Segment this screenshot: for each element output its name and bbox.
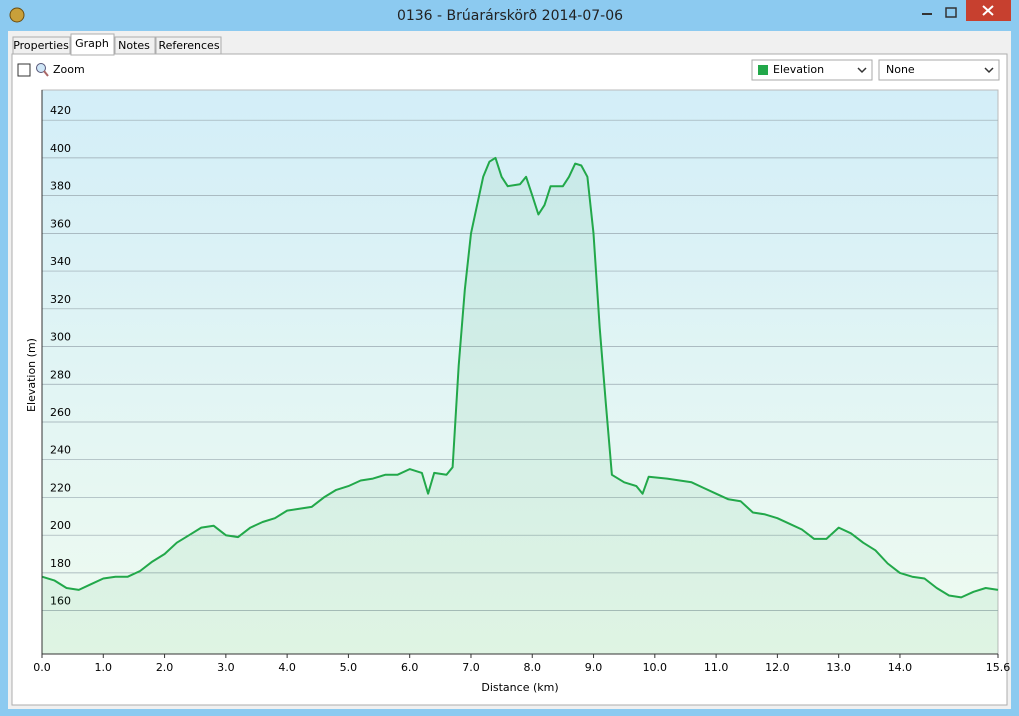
y-tick-label: 180 (50, 557, 71, 570)
y-tick-label: 400 (50, 142, 71, 155)
tab-label: Graph (75, 37, 109, 50)
x-tick-label: 13.0 (826, 661, 851, 674)
area (42, 157, 998, 654)
y-axis-label: Elevation (m) (25, 338, 38, 412)
y-tick-label: 320 (50, 293, 71, 306)
y-tick-label: 280 (50, 368, 71, 381)
y-tick-label: 420 (50, 104, 71, 117)
y-tick-label: 160 (50, 595, 71, 608)
x-tick-label: 9.0 (585, 661, 603, 674)
maximize-button[interactable] (945, 7, 957, 18)
tab-label: Properties (13, 39, 69, 52)
x-axis-label: Distance (km) (481, 681, 558, 694)
app-icon (9, 7, 25, 23)
tab[interactable]: References (155, 36, 222, 55)
line (41, 156, 999, 599)
y-tick-label: 220 (50, 481, 71, 494)
x-tick-label: 8.0 (524, 661, 542, 674)
y-tick-label: 380 (50, 180, 71, 193)
tab[interactable]: Properties (12, 36, 71, 55)
x-tick-label: 11.0 (704, 661, 729, 674)
window-title: 0136 - Brúarárskörð 2014-07-06 (397, 8, 623, 24)
y-tick-label: 300 (50, 331, 71, 344)
zoom-checkbox[interactable] (17, 63, 31, 77)
x-tick-label: 1.0 (95, 661, 113, 674)
x-tick-label: 5.0 (340, 661, 358, 674)
dropdown-value: None (886, 63, 915, 76)
tab-label: References (158, 39, 219, 52)
x-tick-label: 2.0 (156, 661, 174, 674)
series-dropdown[interactable]: Elevation (751, 59, 873, 81)
y-tick-label: 240 (50, 444, 71, 457)
x-tick-label: 15.6 (986, 661, 1011, 674)
x-tick-label: 14.0 (888, 661, 913, 674)
tab[interactable]: Notes (114, 36, 156, 55)
zoom-label: Zoom (53, 63, 85, 76)
y-tick-label: 200 (50, 519, 71, 532)
y-tick-label: 260 (50, 406, 71, 419)
x-tick-label: 0.0 (33, 661, 51, 674)
tab-label: Notes (118, 39, 150, 52)
tab-selected[interactable]: Graph (70, 33, 115, 56)
dropdown-value: Elevation (773, 63, 824, 76)
x-tick-label: 4.0 (278, 661, 296, 674)
x-tick-label: 7.0 (462, 661, 480, 674)
x-tick-label: 12.0 (765, 661, 790, 674)
zoom-icon (36, 63, 49, 77)
x-tick-label: 6.0 (401, 661, 419, 674)
y-tick-label: 360 (50, 217, 71, 230)
x-tick-label: 10.0 (643, 661, 668, 674)
close-button[interactable] (966, 0, 1011, 21)
y-tick-label: 340 (50, 255, 71, 268)
x-tick-label: 3.0 (217, 661, 235, 674)
compare-dropdown[interactable]: None (878, 59, 1000, 81)
